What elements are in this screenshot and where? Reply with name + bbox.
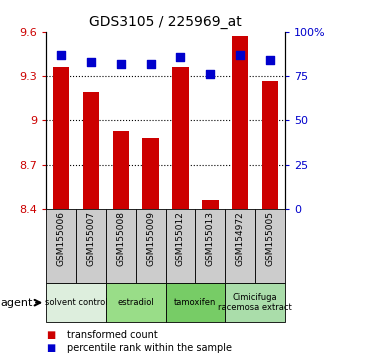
Point <box>237 52 243 58</box>
Text: solvent control: solvent control <box>45 298 107 307</box>
Bar <box>202 200 219 209</box>
Text: GSM155013: GSM155013 <box>206 211 215 266</box>
Bar <box>225 283 285 322</box>
Bar <box>106 283 166 322</box>
Bar <box>195 209 225 283</box>
Text: estradiol: estradiol <box>117 298 154 307</box>
Bar <box>166 283 225 322</box>
Text: GSM155012: GSM155012 <box>176 211 185 266</box>
Bar <box>262 80 278 209</box>
Bar <box>142 138 159 209</box>
Point <box>147 61 154 67</box>
Bar <box>53 67 69 209</box>
Text: GSM154972: GSM154972 <box>236 211 244 266</box>
Point <box>58 52 64 58</box>
Bar <box>166 209 195 283</box>
Bar <box>83 92 99 209</box>
Bar <box>76 209 106 283</box>
Text: GSM155009: GSM155009 <box>146 211 155 266</box>
Bar <box>232 36 248 209</box>
Title: GDS3105 / 225969_at: GDS3105 / 225969_at <box>89 16 242 29</box>
Text: ■: ■ <box>46 343 55 353</box>
Bar <box>46 209 76 283</box>
Text: percentile rank within the sample: percentile rank within the sample <box>67 343 233 353</box>
Bar <box>225 209 255 283</box>
Text: transformed count: transformed count <box>67 330 158 339</box>
Bar <box>136 209 166 283</box>
Text: GSM155007: GSM155007 <box>87 211 95 266</box>
Text: Cimicifuga
racemosa extract: Cimicifuga racemosa extract <box>218 293 292 312</box>
Bar <box>112 131 129 209</box>
Bar <box>46 283 106 322</box>
Text: GSM155008: GSM155008 <box>116 211 125 266</box>
Point <box>267 57 273 63</box>
Point <box>118 61 124 67</box>
Text: ■: ■ <box>46 330 55 339</box>
Point <box>177 54 184 59</box>
Text: tamoxifen: tamoxifen <box>174 298 217 307</box>
Point <box>207 72 213 77</box>
Point <box>88 59 94 65</box>
Bar <box>172 67 189 209</box>
Text: GSM155005: GSM155005 <box>266 211 275 266</box>
Bar <box>106 209 136 283</box>
Text: agent: agent <box>1 298 33 308</box>
Text: GSM155006: GSM155006 <box>57 211 65 266</box>
Bar <box>255 209 285 283</box>
